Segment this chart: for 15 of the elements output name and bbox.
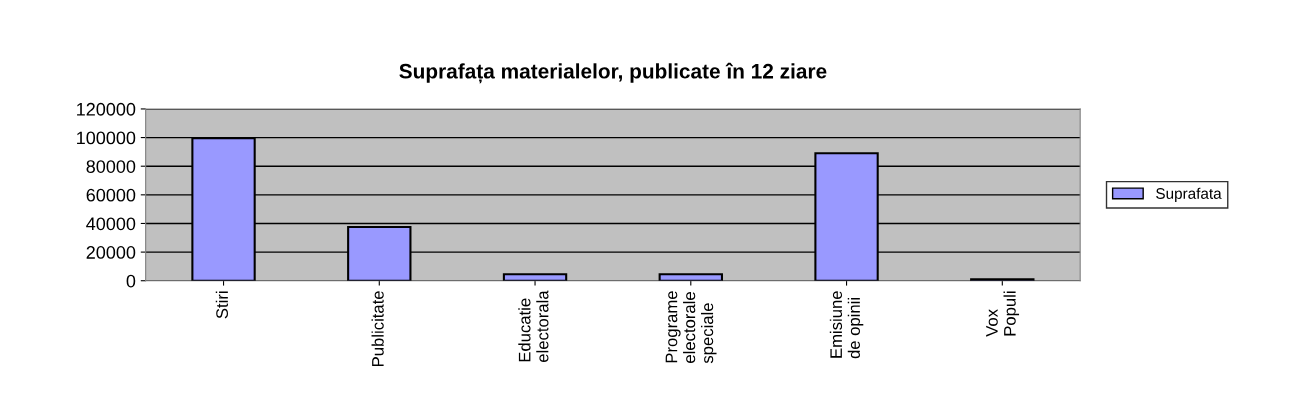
y-tick-label: 20000 (86, 246, 136, 259)
x-tick-label: Stiri (215, 291, 229, 319)
y-tick-label: 40000 (86, 217, 136, 231)
y-tick-label: 120000 (77, 102, 136, 116)
y-tick-label: 100000 (77, 131, 136, 145)
y-tick-label: 80000 (86, 160, 136, 173)
chart-title: Suprafața materialelor, publicate în 12 ziare (399, 62, 827, 84)
x-tick-label: Programe electorale speciale (665, 291, 717, 364)
y-tick-label: 60000 (86, 188, 136, 202)
y-tick-label: 0 (126, 274, 136, 288)
x-tick-label: Publicitate (371, 291, 384, 366)
x-tick-label: Vox Populi (986, 291, 1020, 337)
x-tick-label: Emisiune de opinii (829, 291, 864, 359)
legend-label: Suprafata (1156, 187, 1222, 202)
x-tick-label: Educatie electorala (518, 290, 549, 362)
